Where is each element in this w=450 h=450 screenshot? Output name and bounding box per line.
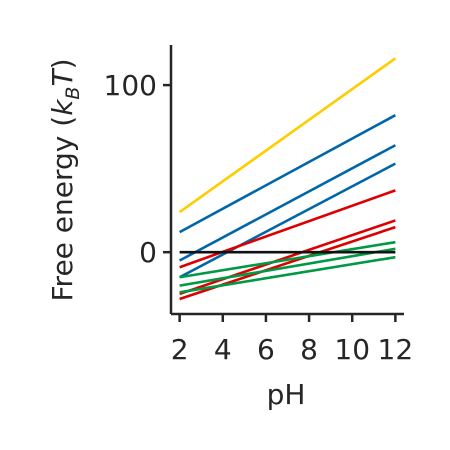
y-axis-label-suffix: ): [46, 58, 79, 69]
series-line-3: [179, 144, 396, 262]
y-axis-label: Free energy (kBT): [46, 58, 84, 301]
x-ticks: 2 4 6 8 10 12: [171, 314, 413, 366]
y-ticks: 0 100: [104, 69, 171, 269]
y-tick-label-0: 0: [139, 236, 157, 269]
x-tick-label-8: 8: [300, 333, 318, 366]
y-axis-label-t: T: [46, 68, 79, 87]
y-tick-label-100: 100: [104, 69, 157, 102]
x-axis-label: pH: [267, 378, 306, 411]
x-tick-label-2: 2: [171, 333, 189, 366]
series-lines: [178, 57, 397, 301]
series-line-4: [179, 162, 396, 279]
x-tick-label-12: 12: [378, 333, 414, 366]
y-axis-label-k: k: [46, 98, 79, 116]
series-line-5: [179, 189, 396, 269]
series-line-10: [179, 255, 396, 294]
x-tick-label-10: 10: [334, 333, 370, 366]
series-line-9: [179, 247, 396, 287]
x-tick-label-6: 6: [257, 333, 275, 366]
series-line-6: [179, 219, 396, 296]
series-line-2: [179, 114, 396, 234]
y-axis-label-sub: B: [62, 87, 84, 100]
series-line-8: [179, 240, 396, 279]
x-tick-label-4: 4: [214, 333, 232, 366]
series-line-1: [178, 57, 397, 214]
y-axis-label-prefix: Free energy (: [46, 116, 79, 302]
